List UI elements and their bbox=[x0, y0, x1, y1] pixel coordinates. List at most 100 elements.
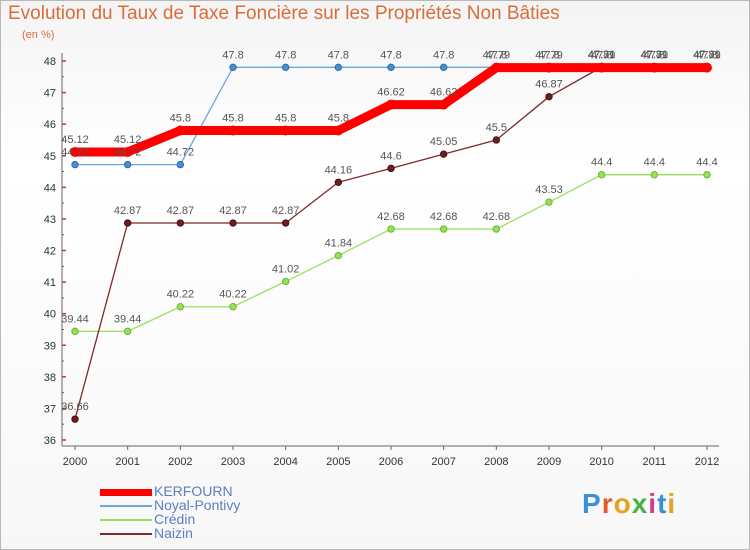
data-label: 44.72 bbox=[167, 147, 195, 159]
data-label: 47.79 bbox=[535, 50, 563, 62]
data-label: 47.81 bbox=[641, 49, 669, 61]
data-label: 44.72 bbox=[114, 147, 142, 159]
data-label: 46.62 bbox=[430, 87, 458, 99]
series-line-cr-din bbox=[74, 174, 708, 333]
data-point bbox=[228, 125, 238, 136]
data-label: 47.81 bbox=[588, 49, 616, 61]
data-point bbox=[71, 415, 79, 423]
data-label: 47.79 bbox=[483, 50, 511, 62]
data-label: 41.84 bbox=[325, 238, 353, 250]
data-point bbox=[123, 219, 132, 227]
data-label: 44.16 bbox=[325, 164, 353, 176]
x-tick-label: 2006 bbox=[379, 456, 403, 468]
data-point bbox=[491, 62, 502, 73]
y-tick-label: 48 bbox=[44, 56, 56, 68]
data-label: 47.79 bbox=[641, 50, 669, 62]
data-point bbox=[334, 251, 343, 260]
data-label: 47.8 bbox=[380, 49, 401, 61]
data-point bbox=[70, 146, 80, 157]
data-label: 47.8 bbox=[591, 49, 612, 61]
chart-title: Evolution du Taux de Taxe Foncière sur l… bbox=[8, 3, 560, 24]
data-point bbox=[387, 225, 395, 233]
data-point bbox=[545, 92, 553, 101]
x-tick-label: 2009 bbox=[537, 456, 561, 468]
data-point bbox=[703, 171, 711, 179]
data-point bbox=[176, 219, 185, 227]
data-point bbox=[386, 99, 396, 110]
legend-label: KERFOURN bbox=[154, 483, 233, 499]
data-label: 47.8 bbox=[538, 49, 559, 61]
data-point bbox=[597, 171, 606, 179]
data-label: 47.8 bbox=[644, 49, 665, 61]
x-tick-label: 2008 bbox=[484, 456, 508, 468]
x-tick-label: 2002 bbox=[168, 456, 192, 468]
data-label: 47.8 bbox=[275, 49, 296, 61]
y-tick-label: 40 bbox=[44, 309, 56, 321]
data-point bbox=[229, 63, 237, 72]
series-line-kerfourn bbox=[70, 63, 712, 157]
x-tick-label: 2003 bbox=[221, 456, 245, 468]
data-label: 36.66 bbox=[61, 401, 89, 413]
data-point bbox=[280, 125, 291, 136]
x-tick-label: 2004 bbox=[273, 456, 297, 468]
data-label: 44.4 bbox=[696, 157, 717, 169]
data-point bbox=[333, 125, 344, 136]
data-label: 42.68 bbox=[430, 211, 458, 223]
data-point bbox=[544, 62, 554, 73]
data-label: 44.4 bbox=[591, 157, 612, 169]
data-point bbox=[71, 160, 79, 169]
data-point bbox=[176, 303, 185, 311]
data-point bbox=[334, 63, 343, 72]
data-label: 46.87 bbox=[535, 79, 563, 91]
data-label: 45.05 bbox=[430, 136, 458, 148]
data-point bbox=[702, 62, 712, 73]
data-point bbox=[123, 327, 132, 336]
y-tick-label: 44 bbox=[44, 182, 56, 194]
y-tick-label: 36 bbox=[44, 435, 56, 447]
legend-swatch bbox=[100, 519, 152, 521]
data-label: 44.6 bbox=[380, 150, 401, 162]
y-tick-label: 45 bbox=[44, 151, 56, 163]
data-point bbox=[71, 327, 79, 336]
legend-swatch bbox=[100, 505, 152, 507]
y-tick-label: 47 bbox=[44, 88, 56, 100]
x-tick-label: 2000 bbox=[63, 456, 87, 468]
data-label: 47.79 bbox=[693, 50, 721, 62]
data-label: 45.12 bbox=[61, 134, 89, 146]
data-point bbox=[492, 225, 501, 233]
data-point bbox=[122, 146, 133, 157]
data-label: 42.87 bbox=[219, 205, 247, 217]
data-point bbox=[229, 303, 237, 311]
data-label: 39.44 bbox=[114, 313, 142, 325]
data-point bbox=[439, 150, 448, 158]
y-tick-label: 38 bbox=[44, 372, 56, 384]
data-point bbox=[439, 63, 448, 72]
data-label: 47.8 bbox=[696, 49, 717, 61]
y-tick-label: 43 bbox=[44, 214, 56, 226]
data-point bbox=[649, 62, 660, 73]
data-point bbox=[545, 198, 553, 206]
data-point bbox=[281, 63, 290, 72]
data-point bbox=[596, 62, 607, 73]
legend-label: Naizin bbox=[154, 525, 193, 541]
y-tick-label: 37 bbox=[44, 403, 56, 415]
data-label: 47.8 bbox=[433, 49, 454, 61]
data-label: 41.02 bbox=[272, 263, 300, 275]
data-label: 45.8 bbox=[275, 112, 296, 124]
y-tick-label: 46 bbox=[44, 119, 56, 131]
data-label: 47.8 bbox=[328, 49, 349, 61]
data-label: 39.44 bbox=[61, 313, 89, 325]
x-tick-label: 2007 bbox=[431, 456, 455, 468]
data-point bbox=[650, 171, 659, 179]
data-point bbox=[387, 63, 395, 72]
data-label: 42.68 bbox=[483, 211, 511, 223]
data-label: 40.22 bbox=[167, 289, 195, 301]
x-tick-label: 2010 bbox=[589, 456, 613, 468]
data-label: 42.87 bbox=[272, 205, 300, 217]
data-label: 47.81 bbox=[693, 49, 721, 61]
data-label: 43.53 bbox=[535, 184, 563, 196]
x-tick-label: 2005 bbox=[326, 456, 350, 468]
data-label: 40.22 bbox=[219, 289, 247, 301]
